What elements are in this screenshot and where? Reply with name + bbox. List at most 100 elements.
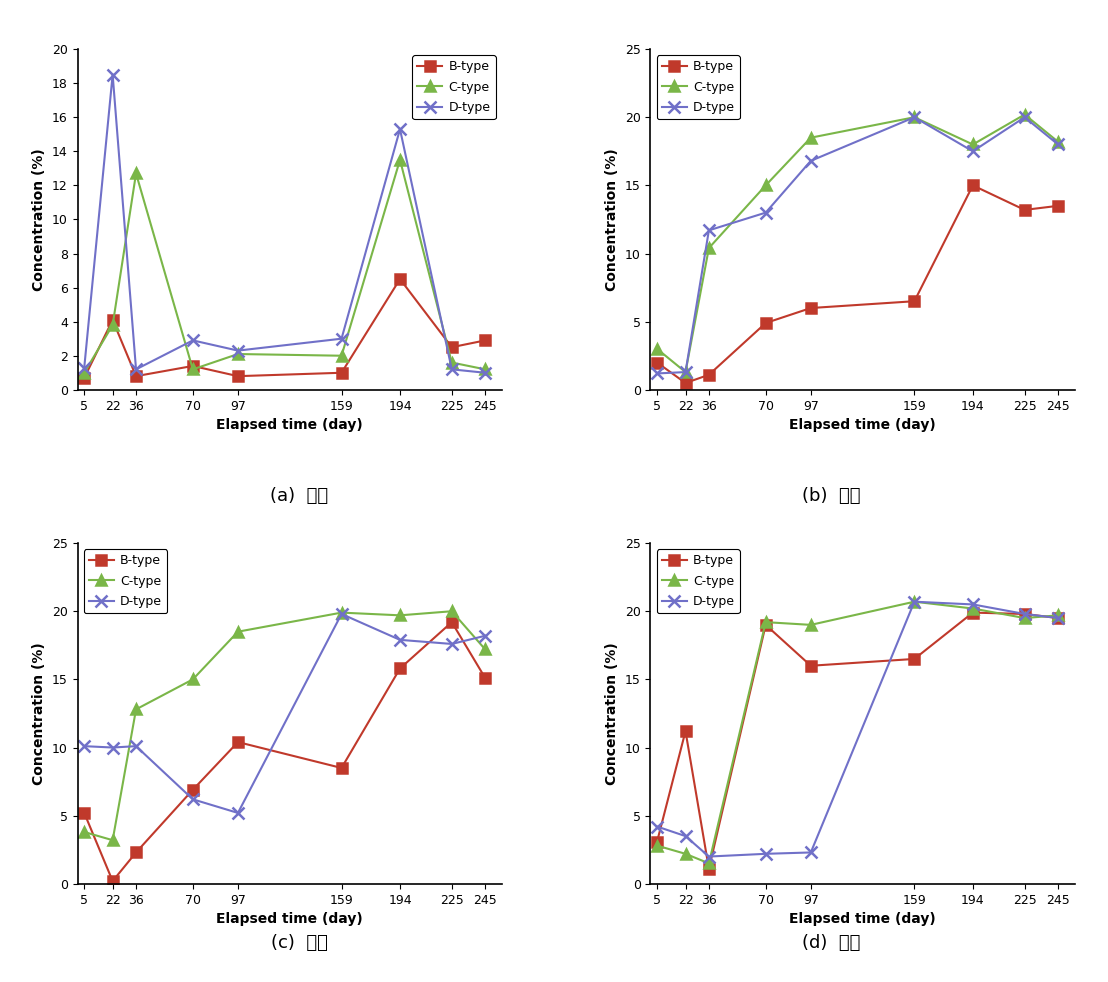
C-type [445, 356, 459, 368]
C-type [232, 349, 245, 360]
D-type [966, 599, 979, 611]
C-type [907, 596, 921, 608]
B-type [479, 335, 492, 347]
D-type [106, 741, 120, 753]
B-type [702, 863, 716, 875]
B-type [966, 607, 979, 619]
C-type [335, 350, 348, 361]
B-type [1051, 200, 1065, 212]
C-type [393, 154, 407, 166]
D-type [232, 345, 245, 356]
D-type [650, 367, 664, 379]
D-type [907, 111, 921, 123]
C-type [186, 674, 199, 685]
D-type [650, 821, 664, 833]
Y-axis label: Concentration (%): Concentration (%) [32, 148, 47, 291]
D-type [679, 830, 692, 842]
D-type [186, 793, 199, 805]
B-type [479, 672, 492, 683]
C-type [78, 826, 91, 838]
C-type [1018, 109, 1032, 121]
Text: (d)  하단: (d) 하단 [802, 934, 860, 952]
D-type [702, 850, 716, 862]
B-type [804, 302, 818, 314]
D-type [445, 638, 459, 650]
D-type [445, 363, 459, 375]
D-type [759, 207, 772, 219]
Line: C-type: C-type [80, 155, 490, 378]
D-type [78, 361, 91, 373]
B-type [679, 377, 692, 389]
Legend: B-type, C-type, D-type: B-type, C-type, D-type [84, 549, 167, 614]
D-type [966, 145, 979, 157]
Y-axis label: Concentration (%): Concentration (%) [605, 148, 619, 291]
B-type [907, 653, 921, 665]
C-type [650, 840, 664, 851]
C-type [130, 703, 143, 715]
C-type [804, 619, 818, 630]
B-type [650, 836, 664, 847]
D-type [130, 740, 143, 752]
B-type [232, 370, 245, 382]
B-type [759, 317, 772, 329]
C-type [1018, 612, 1032, 624]
C-type [335, 607, 348, 619]
B-type [907, 296, 921, 307]
Line: C-type: C-type [653, 597, 1063, 868]
D-type [702, 225, 716, 237]
D-type [232, 807, 245, 819]
B-type [130, 370, 143, 382]
Text: (c)  중단: (c) 중단 [270, 934, 328, 952]
C-type [702, 243, 716, 254]
C-type [479, 643, 492, 655]
Line: B-type: B-type [653, 608, 1063, 874]
D-type [130, 363, 143, 375]
D-type [1018, 111, 1032, 123]
C-type [759, 617, 772, 628]
C-type [804, 132, 818, 143]
B-type [78, 372, 91, 384]
B-type [393, 273, 407, 285]
C-type [106, 835, 120, 846]
B-type [1018, 204, 1032, 216]
D-type [78, 740, 91, 752]
C-type [78, 367, 91, 379]
B-type [650, 356, 664, 368]
B-type [759, 619, 772, 630]
B-type [679, 726, 692, 737]
D-type [393, 124, 407, 136]
Line: D-type: D-type [79, 69, 491, 378]
C-type [1051, 136, 1065, 147]
C-type [106, 319, 120, 331]
Line: B-type: B-type [80, 618, 490, 886]
B-type [966, 180, 979, 191]
X-axis label: Elapsed time (day): Elapsed time (day) [216, 912, 363, 926]
Line: C-type: C-type [653, 110, 1063, 377]
X-axis label: Elapsed time (day): Elapsed time (day) [216, 418, 363, 432]
C-type [479, 363, 492, 375]
B-type [804, 660, 818, 672]
D-type [804, 846, 818, 858]
Line: D-type: D-type [652, 112, 1064, 379]
Y-axis label: Concentration (%): Concentration (%) [32, 642, 47, 785]
B-type [335, 367, 348, 379]
C-type [907, 111, 921, 123]
Line: D-type: D-type [79, 609, 491, 818]
D-type [759, 847, 772, 859]
C-type [130, 168, 143, 180]
B-type [1018, 608, 1032, 620]
B-type [130, 846, 143, 858]
B-type [106, 314, 120, 326]
D-type [804, 155, 818, 167]
C-type [759, 180, 772, 191]
D-type [1051, 138, 1065, 150]
D-type [1051, 612, 1065, 624]
D-type [186, 335, 199, 347]
D-type [1018, 608, 1032, 620]
D-type [907, 596, 921, 608]
B-type [445, 342, 459, 354]
D-type [106, 69, 120, 81]
B-type [1051, 612, 1065, 624]
Text: (a)  표층: (a) 표층 [270, 487, 328, 505]
Legend: B-type, C-type, D-type: B-type, C-type, D-type [412, 55, 495, 120]
